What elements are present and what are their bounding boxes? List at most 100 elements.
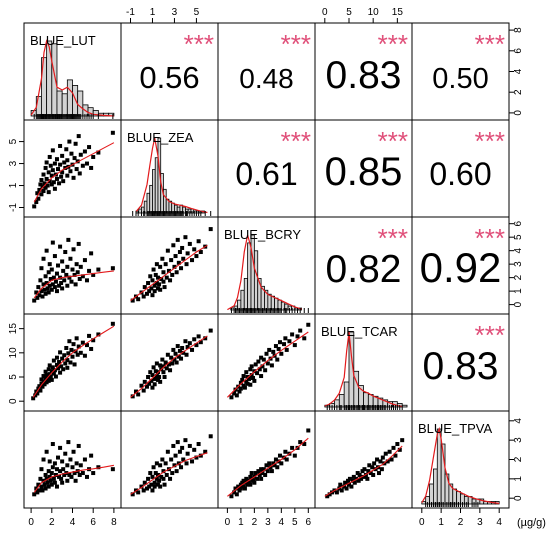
point-blue-tcar-vs-blue-zea-10 [149,378,154,383]
point-blue-tpva-vs-blue-lut-48 [69,474,74,479]
point-blue-bcry-vs-blue-zea-8 [147,289,152,294]
tick-label-left-blue-tcar-0: 0 [8,398,19,404]
point-blue-tpva-vs-blue-bcry-4 [236,484,241,489]
point-blue-tpva-vs-blue-zea-8 [147,484,152,489]
point-blue-bcry-vs-blue-lut-64 [96,267,101,272]
point-blue-zea-vs-blue-lut-65 [110,130,115,135]
point-blue-tpva-vs-blue-lut-65 [110,467,115,472]
point-blue-zea-vs-blue-lut-57 [78,152,83,157]
point-blue-tpva-vs-blue-bcry-37 [269,469,274,474]
point-blue-bcry-vs-blue-lut-54 [75,270,80,275]
point-blue-tpva-vs-blue-bcry-0 [229,494,234,499]
point-blue-bcry-vs-blue-zea-47 [184,262,189,267]
point-blue-bcry-vs-blue-lut-40 [62,278,67,283]
point-blue-bcry-vs-blue-lut-48 [69,279,74,284]
fit-line-blue-zea-vs-blue-lut [33,142,115,203]
panel-layer: BLUE_LUT BLUE_ZEA BLUE_BCRY BLUE_TCAR BLUE_T… [23,22,510,509]
point-blue-tcar-vs-blue-zea-42 [177,348,182,353]
point-blue-zea-vs-blue-lut-20 [47,154,52,159]
density-curve-blue-bcry [227,234,302,311]
point-blue-bcry-vs-blue-lut-45 [66,237,71,242]
point-blue-bcry-vs-blue-lut-5 [38,278,43,283]
point-blue-tcar-vs-blue-bcry-11 [242,385,247,390]
point-blue-tcar-vs-blue-zea-50 [190,347,195,352]
point-blue-tpva-vs-blue-zea-34 [169,457,174,462]
point-blue-zea-vs-blue-lut-47 [68,169,73,174]
point-blue-zea-vs-blue-lut-22 [49,182,54,187]
point-blue-tpva-vs-blue-bcry-3 [234,492,239,497]
point-blue-tpva-vs-blue-lut-46 [67,472,72,477]
point-blue-tcar-vs-blue-bcry-26 [256,359,261,364]
point-blue-tpva-vs-blue-bcry-25 [255,476,260,481]
point-blue-tpva-vs-blue-zea-23 [158,484,163,489]
point-blue-tpva-vs-blue-zea-6 [144,486,149,491]
point-blue-tcar-vs-blue-bcry-21 [251,375,256,380]
point-blue-bcry-vs-blue-lut-7 [39,266,44,271]
tick-label-top-blue-zea-0: -1 [126,7,135,18]
point-blue-tcar-vs-blue-zea-15 [152,382,157,387]
point-blue-tpva-vs-blue-zea-46 [183,438,188,443]
tick-label-left-blue-zea-0: -1 [8,203,19,212]
point-blue-tpva-vs-blue-zea-36 [171,443,176,448]
point-blue-bcry-vs-blue-lut-33 [57,283,62,288]
point-blue-tpva-vs-blue-lut-16 [45,480,50,485]
point-blue-zea-vs-blue-lut-53 [74,167,79,172]
hist-bar-blue-bcry-6 [250,234,255,311]
point-blue-bcry-vs-blue-zea-48 [185,251,190,256]
point-blue-tcar-vs-blue-lut-24 [49,377,54,382]
point-blue-tpva-vs-blue-lut-33 [57,474,62,479]
point-blue-zea-vs-blue-lut-42 [64,147,69,152]
point-blue-tcar-vs-blue-bcry-23 [252,378,257,383]
tick-label-right-blue-lut-2: 4 [513,68,524,74]
fit-line-blue-tcar-vs-blue-zea [130,335,208,398]
point-blue-bcry-vs-blue-zea-53 [196,239,201,244]
point-blue-bcry-vs-blue-lut-65 [110,266,115,271]
point-blue-tpva-vs-blue-zea-18 [154,461,159,466]
point-blue-tcar-vs-blue-zea-11 [150,385,155,390]
point-blue-tpva-vs-blue-lut-36 [59,476,64,481]
point-blue-tcar-vs-blue-zea-48 [185,345,190,350]
point-blue-zea-vs-blue-lut-43 [65,173,70,178]
point-blue-tpva-vs-blue-tcar-47 [393,453,398,458]
tick-label-bottom-blue-bcry-6: 6 [306,517,312,528]
point-blue-zea-vs-blue-lut-40 [62,160,67,165]
point-blue-bcry-vs-blue-lut-29 [53,279,58,284]
density-curve-blue-lut [30,39,114,117]
point-blue-bcry-vs-blue-zea-28 [162,285,167,290]
hist-bar-blue-tpva-2 [429,483,434,505]
tick-label-left-blue-zea-2: 3 [8,160,19,166]
correlation-blue-bcry-blue-tpva: 0.92 [420,244,502,291]
point-blue-tcar-vs-blue-bcry-18 [248,382,253,387]
fit-line-blue-tpva-vs-blue-lut [33,464,114,493]
point-blue-tpva-vs-blue-lut-18 [46,484,51,489]
point-blue-bcry-vs-blue-lut-36 [59,281,64,286]
point-blue-tpva-vs-blue-lut-47 [68,457,73,462]
point-blue-tcar-vs-blue-lut-33 [57,360,62,365]
tick-label-top-blue-zea-1: 1 [150,7,156,18]
hist-bar-blue-tpva-4 [436,428,442,505]
point-blue-bcry-vs-blue-lut-25 [50,240,55,245]
density-curve-blue-tcar [324,331,403,408]
point-blue-tpva-vs-blue-tcar-33 [372,461,377,466]
point-blue-tpva-vs-blue-lut-14 [44,476,49,481]
point-blue-tpva-vs-blue-tcar-10 [344,486,349,491]
point-blue-tpva-vs-blue-tcar-28 [366,469,371,474]
point-blue-bcry-vs-blue-lut-55 [76,241,81,246]
point-blue-tcar-vs-blue-bcry-43 [277,340,282,345]
significance-stars-blue-bcry-blue-tpva: *** [475,223,505,253]
point-blue-tcar-vs-blue-zea-51 [192,337,197,342]
point-blue-tcar-vs-blue-bcry-19 [249,373,254,378]
point-blue-tcar-vs-blue-lut-12 [42,382,47,387]
point-blue-tcar-vs-blue-lut-3 [35,391,40,396]
point-blue-tpva-vs-blue-zea-5 [142,480,147,485]
hist-bar-blue-lut-9 [77,90,84,117]
point-blue-tpva-vs-blue-zea-27 [161,469,166,474]
variable-label-blue-bcry: BLUE_BCRY [224,227,301,242]
point-blue-bcry-vs-blue-lut-62 [89,251,94,256]
point-blue-tcar-vs-blue-bcry-8 [240,377,245,382]
point-blue-bcry-vs-blue-zea-54 [198,250,203,255]
point-blue-tpva-vs-blue-lut-8 [40,488,45,493]
point-blue-tcar-vs-blue-bcry-49 [290,332,295,337]
point-blue-tcar-vs-blue-zea-35 [170,361,175,366]
point-blue-bcry-vs-blue-zea-29 [163,262,168,267]
